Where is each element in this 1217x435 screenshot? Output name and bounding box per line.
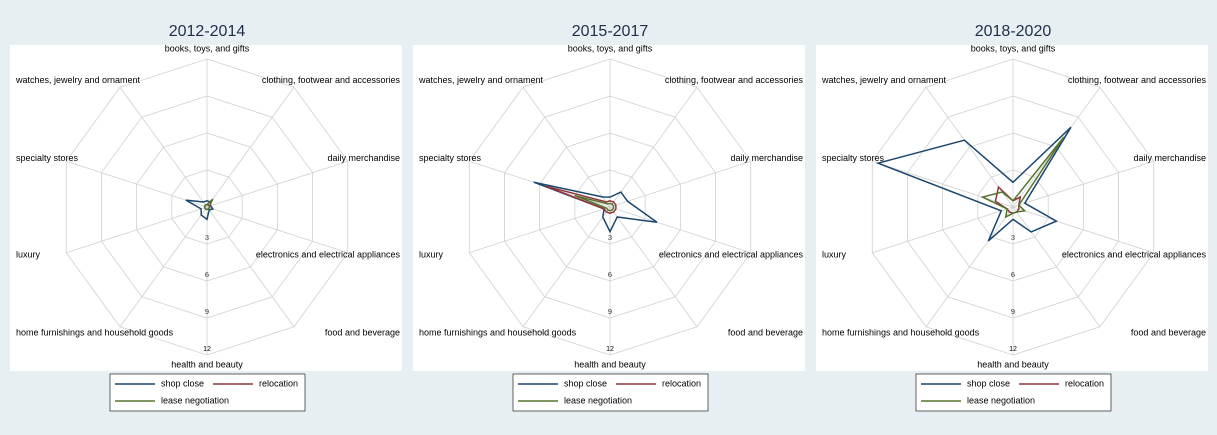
legend-label: relocation [662,378,701,388]
spoke [1012,206,1154,254]
legend-label: lease negotiation [564,395,632,405]
category-label: daily merchandise [1133,153,1206,163]
spoke [119,87,208,208]
category-label: luxury [16,250,41,260]
series-line [574,194,615,212]
category-label: home furnishings and household goods [419,328,577,338]
category-label: watches, jewelry and ornament [821,75,947,85]
category-label: luxury [822,250,847,260]
legend-box [109,373,306,412]
spoke [1012,206,1101,327]
spoke [522,87,611,208]
legend-box [915,373,1112,412]
spoke [609,87,698,208]
category-label: food and beverage [728,328,803,338]
category-label: books, toys, and gifts [165,43,250,53]
category-label: food and beverage [1131,328,1206,338]
spoke [206,87,295,208]
spoke [66,206,208,254]
legend-label: lease negotiation [161,395,229,405]
legend-label: relocation [259,378,298,388]
series-line [203,198,214,211]
legend-label: relocation [1065,378,1104,388]
spoke [872,160,1014,208]
spoke [206,206,348,254]
series-line [545,185,617,214]
category-label: daily merchandise [327,153,400,163]
category-label: watches, jewelry and ornament [15,75,141,85]
spoke [206,160,348,208]
chart-title: 2015-2017 [572,23,649,40]
spoke [609,160,751,208]
spoke [872,206,1014,254]
legend-box [512,373,709,412]
category-label: electronics and electrical appliances [1062,250,1207,260]
category-label: health and beauty [574,359,646,369]
spoke [119,206,208,327]
category-label: home furnishings and household goods [822,328,980,338]
category-label: health and beauty [171,359,243,369]
category-label: electronics and electrical appliances [659,250,804,260]
chart-title: 2012-2014 [169,23,246,40]
category-label: books, toys, and gifts [568,43,653,53]
spoke [609,206,751,254]
spoke [522,206,611,327]
category-label: books, toys, and gifts [971,43,1056,53]
spoke [1012,160,1154,208]
category-label: specialty stores [419,153,482,163]
category-label: electronics and electrical appliances [256,250,401,260]
series-line [980,136,1065,219]
legend-label: shop close [564,378,607,388]
category-label: clothing, footwear and accessories [1068,75,1207,85]
category-label: clothing, footwear and accessories [262,75,401,85]
category-label: specialty stores [16,153,79,163]
spoke [609,206,698,327]
chart-title: 2018-2020 [975,23,1052,40]
spoke [206,206,295,327]
category-label: food and beverage [325,328,400,338]
spoke [66,160,208,208]
legend-label: shop close [967,378,1010,388]
category-label: home furnishings and household goods [16,328,174,338]
spoke [925,206,1014,327]
category-label: watches, jewelry and ornament [418,75,544,85]
category-label: specialty stores [822,153,885,163]
series-line [875,126,1072,242]
category-label: health and beauty [977,359,1049,369]
legend-label: shop close [161,378,204,388]
category-label: luxury [419,250,444,260]
category-label: daily merchandise [730,153,803,163]
series-line [533,181,658,234]
spoke [469,206,611,254]
legend-label: lease negotiation [967,395,1035,405]
category-label: clothing, footwear and accessories [665,75,804,85]
